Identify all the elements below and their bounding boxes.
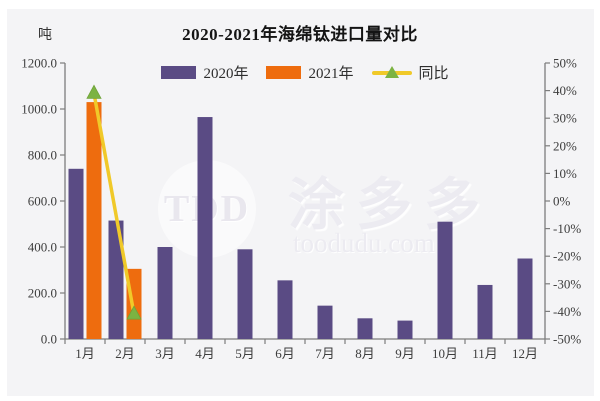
x-tick-label-1: 1月 bbox=[75, 346, 95, 361]
y-left-tick-label: 0.0 bbox=[41, 332, 57, 347]
y-right-tick-label: -20% bbox=[553, 249, 581, 264]
bar-2020-8月 bbox=[357, 318, 373, 339]
y-right-tick-label: 30% bbox=[553, 111, 577, 126]
bar-2020-11月 bbox=[477, 284, 493, 339]
bar-2020-6月 bbox=[277, 280, 293, 339]
legend-swatch-2020 bbox=[161, 66, 197, 79]
legend-label-yoy: 同比 bbox=[418, 66, 449, 82]
x-tick-label-9: 9月 bbox=[395, 346, 415, 361]
y-right-tick-label: -50% bbox=[553, 332, 581, 347]
x-tick-label-7: 7月 bbox=[315, 346, 335, 361]
legend-line-marker bbox=[371, 65, 412, 80]
legend-item-2021: 2021年 bbox=[266, 62, 354, 83]
bar-2020-7月 bbox=[317, 305, 333, 339]
y-right-tick-label: -30% bbox=[553, 276, 581, 291]
bar-2020-4月 bbox=[197, 117, 213, 339]
y-left-tick-label: 600.0 bbox=[28, 194, 57, 209]
y-left-tick-label: 200.0 bbox=[28, 286, 57, 301]
yoy-marker-1月 bbox=[86, 84, 102, 99]
x-tick-label-8: 8月 bbox=[355, 346, 375, 361]
legend-swatch-2021 bbox=[266, 66, 302, 79]
y-right-tick-label: 0% bbox=[553, 194, 571, 209]
yoy-marker-2月 bbox=[126, 305, 142, 320]
x-tick-label-10: 10月 bbox=[432, 346, 458, 361]
legend-label-2021: 2021年 bbox=[308, 66, 354, 82]
x-tick-label-11: 11月 bbox=[472, 346, 498, 361]
bar-2020-12月 bbox=[517, 258, 533, 339]
bar-2020-10月 bbox=[437, 221, 453, 339]
y-right-tick-label: -10% bbox=[553, 221, 581, 236]
legend-item-yoy: 同比 bbox=[371, 62, 449, 83]
left-axis-unit-label: 吨 bbox=[38, 28, 52, 43]
bar-2020-2月 bbox=[108, 220, 124, 339]
y-right-tick-label: 40% bbox=[553, 83, 577, 98]
legend-item-2020: 2020年 bbox=[161, 62, 248, 83]
chart-title: 2020-2021年海绵钛进口量对比 bbox=[182, 25, 418, 44]
x-tick-label-4: 4月 bbox=[195, 346, 215, 361]
x-tick-label-2: 2月 bbox=[115, 346, 135, 361]
legend-label-2020: 2020年 bbox=[203, 66, 249, 82]
y-right-tick-label: -40% bbox=[553, 304, 581, 319]
y-right-tick-label: 50% bbox=[553, 56, 577, 71]
y-left-tick-label: 400.0 bbox=[28, 240, 57, 255]
y-left-tick-label: 1200.0 bbox=[21, 56, 57, 71]
bar-2020-3月 bbox=[157, 247, 173, 339]
y-left-tick-label: 1000.0 bbox=[21, 102, 57, 117]
x-tick-label-12: 12月 bbox=[512, 346, 538, 361]
y-right-tick-label: 20% bbox=[553, 138, 577, 153]
bar-2020-9月 bbox=[397, 320, 413, 339]
y-right-tick-label: 10% bbox=[553, 166, 577, 181]
bar-2020-5月 bbox=[237, 249, 253, 339]
x-tick-label-6: 6月 bbox=[275, 346, 295, 361]
bar-2020-1月 bbox=[68, 168, 84, 339]
watermark-domain-text: toodudu.com bbox=[293, 228, 435, 258]
legend: 2020年 2021年 同比 bbox=[65, 62, 545, 83]
bar-2021-1月 bbox=[86, 102, 102, 339]
y-left-tick-label: 800.0 bbox=[28, 148, 57, 163]
yoy-line bbox=[92, 91, 136, 316]
yoy-triangle-icon bbox=[384, 65, 399, 78]
x-tick-label-3: 3月 bbox=[155, 346, 175, 361]
x-tick-label-5: 5月 bbox=[235, 346, 255, 361]
